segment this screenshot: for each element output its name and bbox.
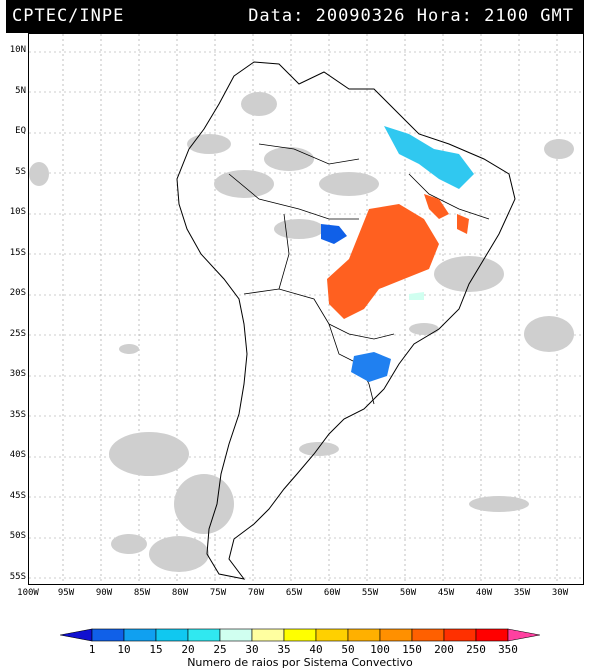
convective-systems: [321, 126, 474, 382]
lat-label: 25S: [9, 329, 26, 339]
color-bar-segment: [187, 628, 221, 642]
lat-label: 50S: [9, 531, 26, 541]
lat-label: 30S: [9, 369, 26, 379]
color-bar-label: 20: [181, 643, 195, 656]
color-bar-label: 15: [149, 643, 163, 656]
lat-label: 40S: [9, 450, 26, 460]
source-label: CPTEC/INPE: [12, 6, 125, 26]
color-bar-label: 25: [213, 643, 227, 656]
color-bar-segment: [411, 628, 445, 642]
color-bar-segment: [123, 628, 157, 642]
color-bar-caption: Numero de raios por Sistema Convectivo: [187, 656, 413, 669]
lon-label: 40W: [475, 588, 493, 598]
color-bar-label: 100: [370, 643, 390, 656]
lon-label: 90W: [95, 588, 113, 598]
color-bar-label: 150: [402, 643, 422, 656]
lat-label: 5S: [15, 167, 26, 177]
color-bar-label: 350: [498, 643, 518, 656]
lon-label: 85W: [133, 588, 151, 598]
lat-label: 10N: [9, 45, 26, 55]
lon-label: 55W: [361, 588, 379, 598]
color-bar-segment: [91, 628, 125, 642]
lon-label: 95W: [57, 588, 75, 598]
map-header: CPTEC/INPE Data: 20090326 Hora: 2100 GMT: [6, 0, 584, 33]
color-bar-segment: [507, 628, 540, 642]
lat-label: EQ: [15, 126, 26, 136]
color-bar-segment: [379, 628, 413, 642]
lon-label: 35W: [513, 588, 531, 598]
lon-label: 30W: [551, 588, 569, 598]
color-bar-label: 40: [309, 643, 323, 656]
datetime-label: Data: 20090326 Hora: 2100 GMT: [248, 6, 574, 26]
lat-label: 55S: [9, 572, 26, 582]
color-bar-segment: [283, 628, 317, 642]
lon-label: 60W: [323, 588, 341, 598]
color-bar-segment: [475, 628, 509, 642]
color-bar-segment: [155, 628, 189, 642]
color-bar-segment: [315, 628, 349, 642]
lat-label: 20S: [9, 288, 26, 298]
country-borders: [228, 143, 490, 405]
color-bar-label: 35: [277, 643, 291, 656]
lat-label: 45S: [9, 491, 26, 501]
color-bar-label: 1: [88, 643, 96, 656]
color-bar-label: 30: [245, 643, 259, 656]
color-bar-segment: [251, 628, 285, 642]
map-canvas: [29, 34, 583, 584]
lat-label: 35S: [9, 410, 26, 420]
cloud-cover: [29, 92, 574, 572]
lon-label: 75W: [209, 588, 227, 598]
color-bar: [60, 628, 540, 642]
color-bar-segment: [60, 628, 93, 642]
lon-label: 50W: [399, 588, 417, 598]
lon-label: 45W: [437, 588, 455, 598]
color-bar-segment: [347, 628, 381, 642]
color-bar-label: 200: [434, 643, 454, 656]
continent-outline: [176, 61, 516, 580]
lat-label: 10S: [9, 207, 26, 217]
lon-label: 65W: [285, 588, 303, 598]
color-bar-segment: [219, 628, 253, 642]
color-bar-label: 10: [117, 643, 131, 656]
color-bar-segment: [443, 628, 477, 642]
lon-label: 70W: [247, 588, 265, 598]
color-bar-label: 250: [466, 643, 486, 656]
lat-label: 5N: [15, 86, 26, 96]
lon-label: 100W: [17, 588, 39, 598]
lon-label: 80W: [171, 588, 189, 598]
color-bar-label: 50: [341, 643, 355, 656]
map-frame: [28, 33, 584, 585]
lat-label: 15S: [9, 248, 26, 258]
graticule: [29, 34, 583, 584]
